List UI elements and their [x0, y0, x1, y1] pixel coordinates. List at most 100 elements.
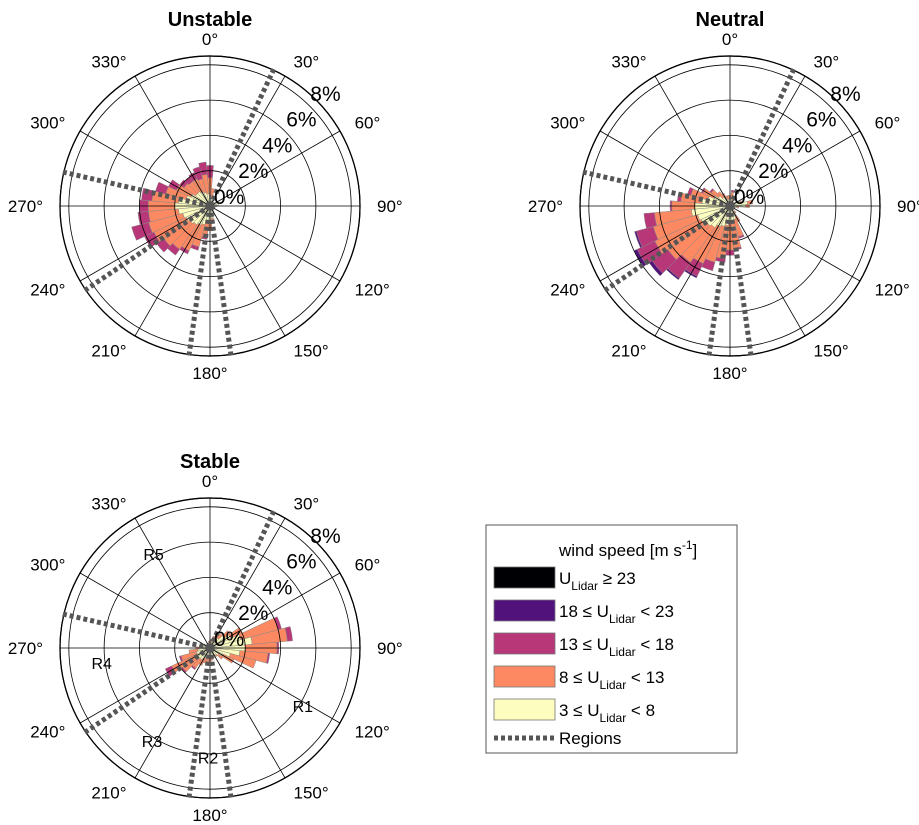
angle-label: 0°: [202, 472, 218, 491]
grid-spoke: [79, 130, 211, 207]
radial-tick-label: 0%: [214, 186, 244, 209]
radial-tick-label: 8%: [830, 83, 860, 106]
radial-tick-label: 2%: [238, 602, 268, 625]
grid-spoke: [599, 130, 731, 207]
region-label: R1: [293, 699, 314, 716]
radial-tick-label: 0%: [734, 186, 764, 209]
angle-label: 60°: [355, 114, 381, 133]
region-boundary-line: [83, 203, 212, 293]
angle-label: 180°: [192, 806, 227, 825]
legend-title-close: ]: [693, 541, 698, 560]
region-boundary-line: [603, 203, 732, 293]
radial-tick-label: 8%: [310, 83, 340, 106]
region-boundary-line: [706, 205, 733, 357]
wind-bar: [198, 161, 208, 176]
grid-spoke: [134, 205, 211, 337]
grid-spoke: [209, 205, 341, 282]
wind-bar: [726, 195, 730, 200]
angle-label: 300°: [30, 114, 65, 133]
legend-entry-range: < 8: [626, 701, 655, 720]
legend-swatch: [493, 632, 556, 655]
wind-bar: [179, 655, 184, 662]
angle-label: 240°: [30, 723, 65, 742]
region-boundary-line: [207, 67, 277, 208]
angle-label: 60°: [355, 556, 381, 575]
wind-bar: [634, 230, 643, 249]
grid-spoke: [654, 205, 731, 337]
center-marker: [205, 201, 215, 211]
radial-tick-label: 6%: [286, 109, 316, 132]
legend-entry-subscript: Lidar: [609, 612, 636, 626]
grid-spoke: [729, 205, 806, 337]
region-label: R4: [91, 656, 112, 673]
radial-tick-label: 4%: [262, 576, 292, 599]
legend-swatch: [493, 566, 556, 589]
region-boundary-line: [727, 205, 754, 357]
wind-bar: [284, 626, 293, 642]
radial-tick-label: 6%: [286, 551, 316, 574]
angle-label: 180°: [712, 364, 747, 383]
legend-entry-range: < 23: [636, 602, 674, 621]
wind-bar: [687, 187, 694, 196]
legend-entry-main: 13 ≤ U: [559, 635, 609, 654]
grid-spoke: [134, 517, 211, 649]
legend-entry-main: 18 ≤ U: [559, 602, 609, 621]
angle-label: 240°: [30, 281, 65, 300]
region-boundary-line: [186, 647, 213, 799]
legend-entry-subscript: Lidar: [600, 678, 627, 692]
angle-label: 330°: [91, 494, 126, 513]
wind-bar: [643, 212, 658, 229]
grid-spoke: [134, 647, 211, 779]
angle-label: 270°: [8, 639, 43, 658]
legend-entry-main: 8 ≤ U: [559, 668, 600, 687]
region-label: R2: [198, 750, 219, 767]
angle-label: 210°: [611, 342, 646, 361]
legend-entry-subscript: Lidar: [600, 711, 627, 725]
angle-label: 0°: [202, 30, 218, 49]
wind-rose-panels: Unstable0°30°60°90°120°150°180°210°240°2…: [8, 9, 919, 825]
grid-spoke: [209, 572, 341, 649]
angle-label: 90°: [897, 197, 919, 216]
legend-entry-label: 3 ≤ ULidar < 8: [559, 701, 655, 725]
panel-title: Neutral: [696, 9, 765, 31]
region-boundary-line: [727, 67, 797, 208]
radial-tick-label: 2%: [238, 160, 268, 183]
angle-label: 120°: [355, 723, 390, 742]
angle-label: 330°: [91, 52, 126, 71]
legend-entry-range: < 13: [626, 668, 664, 687]
grid-spoke: [209, 130, 341, 207]
grid-spoke: [79, 572, 211, 649]
grid-spoke: [209, 205, 286, 337]
angle-label: 240°: [550, 281, 585, 300]
legend-entry-label: ULidar ≥ 23: [559, 569, 636, 593]
angle-label: 30°: [294, 494, 320, 513]
grid-spoke: [209, 647, 286, 779]
legend-title-superscript: -1: [682, 538, 693, 552]
region-boundary-line: [83, 645, 212, 735]
center-marker: [725, 201, 735, 211]
angle-label: 60°: [875, 114, 901, 133]
angle-label: 120°: [875, 281, 910, 300]
wind-bar: [736, 206, 740, 209]
angle-label: 30°: [294, 52, 320, 71]
legend-entry-subscript: Lidar: [571, 579, 598, 593]
panel-title: Unstable: [168, 9, 252, 31]
region-boundary-line: [207, 205, 234, 357]
angle-label: 330°: [611, 52, 646, 71]
legend-entry-main: U: [559, 569, 571, 588]
radial-tick-label: 6%: [806, 109, 836, 132]
region-boundary-line: [61, 169, 211, 209]
angle-label: 90°: [377, 639, 403, 658]
legend-entry-label: 8 ≤ ULidar < 13: [559, 668, 665, 692]
outer-ring: [579, 55, 881, 357]
wind-bar: [709, 188, 715, 194]
radial-tick-label: 8%: [310, 525, 340, 548]
radial-tick-label: 2%: [758, 160, 788, 183]
region-boundary-line: [207, 647, 234, 799]
